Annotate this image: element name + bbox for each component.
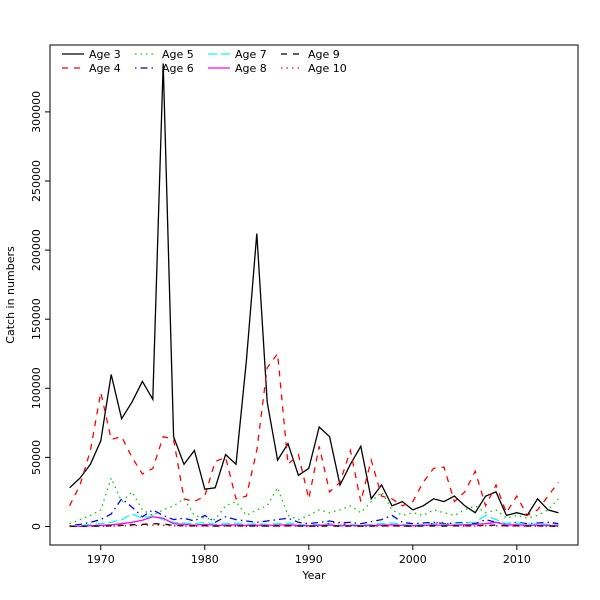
x-tick-label: 1980: [191, 553, 219, 566]
y-tick-label: 250000: [30, 160, 43, 202]
legend-label-age-5: Age 5: [162, 48, 194, 61]
x-tick-label: 1990: [295, 553, 323, 566]
legend-label-age-3: Age 3: [89, 48, 121, 61]
series-line-age-3: [69, 63, 559, 517]
series-line-age-7: [69, 513, 559, 527]
legend-label-age-4: Age 4: [89, 62, 121, 75]
legend-label-age-8: Age 8: [235, 62, 267, 75]
x-axis-title: Year: [301, 569, 326, 582]
plot-border: [49, 44, 579, 546]
y-tick-label: 50000: [30, 440, 43, 475]
legend-label-age-9: Age 9: [308, 48, 340, 61]
y-tick-label: 0: [30, 523, 43, 530]
x-tick-label: 1970: [87, 553, 115, 566]
series-line-age-9: [69, 523, 559, 528]
x-tick-label: 2010: [503, 553, 531, 566]
x-tick-label: 2000: [399, 553, 427, 566]
y-tick-label: 200000: [30, 229, 43, 271]
y-tick-label: 100000: [30, 367, 43, 409]
legend-label-age-7: Age 7: [235, 48, 267, 61]
y-tick-label: 300000: [30, 91, 43, 133]
y-axis-title: Catch in numbers: [4, 246, 17, 344]
series-line-age-5: [69, 476, 559, 525]
legend-label-age-6: Age 6: [162, 62, 194, 75]
series-line-age-4: [69, 351, 559, 517]
series-line-age-6: [69, 497, 559, 527]
y-tick-label: 150000: [30, 298, 43, 340]
legend-label-age-10: Age 10: [308, 62, 347, 75]
